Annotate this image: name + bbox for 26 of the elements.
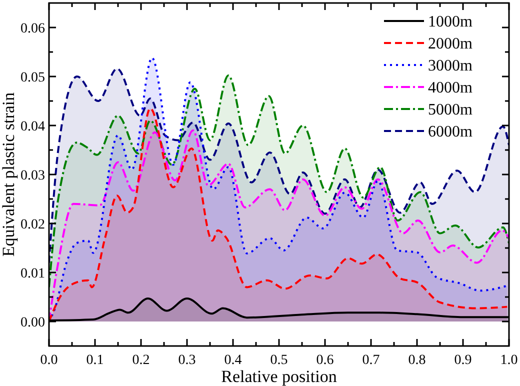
y-tick-label: 0.00 bbox=[20, 315, 45, 330]
x-tick-label: 0.3 bbox=[178, 353, 196, 368]
legend-label: 4000m bbox=[428, 80, 473, 97]
y-axis-title: Equivalent plastic strain bbox=[0, 92, 18, 257]
legend-label: 5000m bbox=[428, 102, 473, 119]
legend-label: 3000m bbox=[428, 58, 473, 75]
x-axis-title: Relative position bbox=[221, 367, 338, 386]
y-tick-label: 0.05 bbox=[20, 70, 45, 86]
legend-label: 1000m bbox=[428, 14, 473, 31]
y-tick-label: 0.04 bbox=[20, 119, 45, 134]
y-tick-label: 0.03 bbox=[20, 168, 45, 184]
x-tick-label: 0.1 bbox=[86, 353, 104, 368]
x-tick-label: 0.2 bbox=[132, 353, 150, 368]
x-tick-label: 0.0 bbox=[40, 353, 58, 368]
x-tick-label: 1.0 bbox=[500, 353, 518, 368]
x-tick-label: 0.8 bbox=[408, 353, 426, 368]
y-tick-label: 0.02 bbox=[20, 217, 45, 232]
x-tick-label: 0.9 bbox=[454, 353, 472, 368]
x-tick-label: 0.5 bbox=[270, 353, 288, 368]
x-tick-label: 0.7 bbox=[362, 353, 380, 368]
x-tick-label: 0.6 bbox=[316, 353, 334, 368]
y-tick-label: 0.06 bbox=[20, 21, 45, 36]
legend-label: 2000m bbox=[428, 36, 473, 53]
legend-label: 6000m bbox=[428, 124, 473, 141]
y-tick-label: 0.01 bbox=[20, 266, 45, 282]
x-tick-label: 0.4 bbox=[224, 353, 242, 368]
